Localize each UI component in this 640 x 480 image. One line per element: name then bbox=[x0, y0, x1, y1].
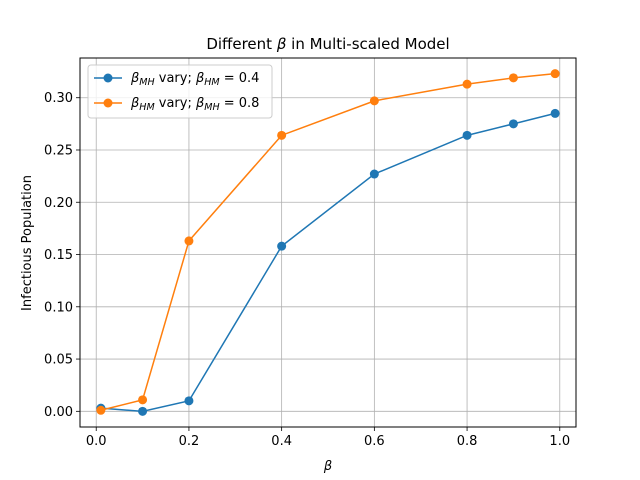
y-tick-label: 0.30 bbox=[44, 91, 73, 106]
chart-title-prefix: Different bbox=[206, 35, 277, 53]
series-2-point bbox=[96, 405, 106, 415]
series-2-point bbox=[462, 79, 472, 89]
legend-2-sub2: MH bbox=[204, 102, 219, 113]
ticks-layer: 0.0 0.2 0.4 0.6 0.8 1.0 0.00 0.05 0.10 0.15 0.20 0.… bbox=[44, 91, 570, 449]
legend-1-sub2: HM bbox=[204, 77, 219, 88]
legend: βMH vary; βHM = 0.4 βHM vary; βMH = 0.8 bbox=[87, 64, 273, 119]
x-tick-label: 0.4 bbox=[271, 434, 292, 449]
legend-1-sym: β bbox=[130, 71, 139, 86]
legend-1-mid: vary; bbox=[155, 71, 196, 86]
series-1-point bbox=[369, 169, 379, 179]
x-axis-label: β bbox=[323, 459, 332, 474]
y-axis-label: Infectious Population bbox=[20, 175, 35, 311]
legend-entry-2: βHM vary; βMH = 0.8 bbox=[94, 96, 259, 113]
series-2-line bbox=[100, 72, 556, 411]
x-tick-label: 0.2 bbox=[179, 434, 200, 449]
x-tick-label: 1.0 bbox=[549, 434, 570, 449]
legend-entry-1: βMH vary; βHM = 0.4 bbox=[94, 71, 259, 88]
series-2-point bbox=[550, 69, 560, 79]
x-tick-label: 0.6 bbox=[364, 434, 385, 449]
y-tick-label: 0.20 bbox=[44, 196, 73, 211]
series-2-point bbox=[277, 130, 287, 140]
series-1-point bbox=[277, 241, 287, 251]
series-2-point bbox=[508, 73, 518, 83]
series-1-point bbox=[138, 406, 148, 416]
legend-2-sub: HM bbox=[139, 102, 154, 113]
y-tick-label: 0.00 bbox=[44, 405, 73, 420]
legend-label-series-1: βMH vary; βHM = 0.4 bbox=[130, 71, 259, 88]
chart-title: Different β in Multi-scaled Model bbox=[206, 35, 449, 53]
series-2-point bbox=[369, 96, 379, 106]
legend-1-val: = 0.4 bbox=[220, 71, 260, 86]
series-2-point bbox=[138, 395, 148, 405]
plot-frame bbox=[79, 57, 577, 428]
grid-layer bbox=[80, 58, 576, 427]
legend-2-mid: vary; bbox=[155, 96, 196, 111]
y-tick-label: 0.15 bbox=[44, 248, 73, 263]
legend-1-sym2: β bbox=[195, 71, 204, 86]
legend-2-val: = 0.8 bbox=[220, 96, 260, 111]
legend-2-sym: β bbox=[130, 96, 139, 111]
series-layer bbox=[96, 69, 560, 416]
y-tick-label: 0.05 bbox=[44, 353, 73, 368]
legend-1-sub: MH bbox=[139, 77, 154, 88]
x-tick-label: 0.0 bbox=[86, 434, 107, 449]
series-1-point bbox=[508, 119, 518, 129]
series-2-point bbox=[184, 236, 194, 246]
series-1-point bbox=[184, 396, 194, 406]
series-1-point bbox=[462, 130, 472, 140]
y-tick-label: 0.25 bbox=[44, 143, 73, 158]
legend-label-series-2: βHM vary; βMH = 0.8 bbox=[130, 96, 259, 113]
legend-marker-series-1 bbox=[103, 73, 113, 83]
series-1-point bbox=[550, 108, 560, 118]
y-tick-label: 0.10 bbox=[44, 300, 73, 315]
chart-title-symbol: β bbox=[276, 35, 287, 53]
series-1-line bbox=[100, 112, 556, 413]
legend-box bbox=[87, 64, 273, 119]
chart-title-suffix: in Multi-scaled Model bbox=[286, 35, 449, 53]
legend-2-sym2: β bbox=[195, 96, 204, 111]
legend-marker-series-2 bbox=[103, 98, 113, 108]
x-tick-label: 0.8 bbox=[457, 434, 478, 449]
